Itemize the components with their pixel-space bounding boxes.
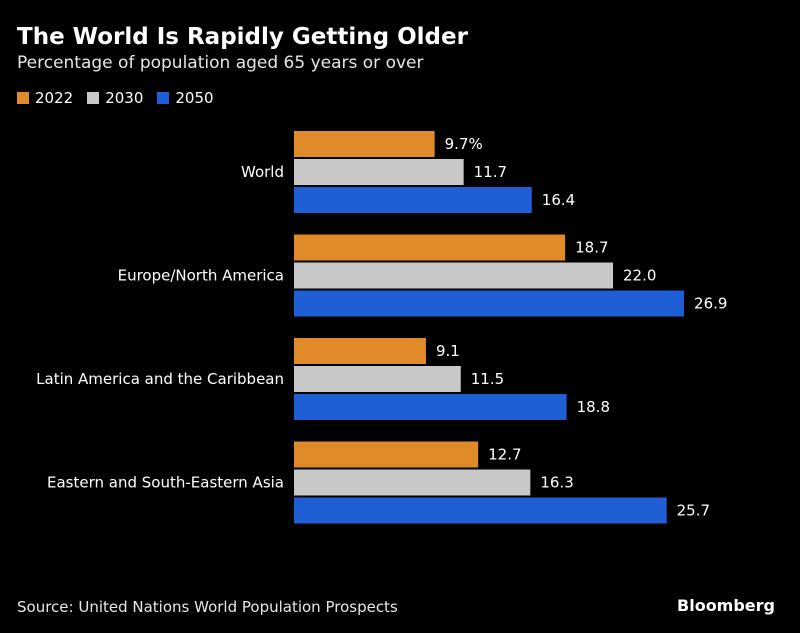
data-label-latin-america-and-the-caribbean-2050: 18.8 (577, 398, 610, 416)
data-label-world-2022: 9.7% (445, 135, 483, 153)
category-label-latin-america-and-the-caribbean: Latin America and the Caribbean (36, 370, 284, 388)
data-label-world-2050: 16.4 (542, 191, 575, 209)
bar-eastern-and-south-eastern-asia-2022 (294, 441, 479, 468)
legend-item-2030: 2030 (87, 89, 143, 107)
chart-title: The World Is Rapidly Getting Older (17, 24, 468, 50)
bar-latin-america-and-the-caribbean-2050 (294, 394, 567, 420)
bar-world-2030 (294, 159, 464, 185)
brand-logo: Bloomberg (677, 596, 775, 615)
legend-swatch-2030 (87, 92, 100, 104)
category-label-europe-north-america: Europe/North America (118, 267, 284, 285)
legend-label-2050: 2050 (175, 89, 214, 107)
category-label-eastern-and-south-eastern-asia: Eastern and South-Eastern Asia (47, 474, 284, 492)
bar-latin-america-and-the-caribbean-2022 (294, 338, 426, 364)
data-label-europe-north-america-2050: 26.9 (694, 295, 727, 313)
bar-europe-north-america-2050 (294, 290, 685, 317)
legend-item-2022: 2022 (17, 89, 73, 107)
bar-europe-north-america-2030 (294, 262, 613, 289)
legend-label-2022: 2022 (35, 89, 74, 107)
data-label-eastern-and-south-eastern-asia-2022: 12.7 (488, 446, 521, 464)
data-label-latin-america-and-the-caribbean-2022: 9.1 (436, 342, 460, 360)
data-label-latin-america-and-the-caribbean-2030: 11.5 (471, 370, 504, 388)
legend-item-2050: 2050 (157, 89, 214, 107)
source-note: Source: United Nations World Population … (17, 598, 398, 616)
legend-swatch-2050 (157, 92, 170, 104)
legend-label-2030: 2030 (105, 89, 144, 107)
bar-europe-north-america-2022 (294, 234, 566, 261)
chart-subtitle: Percentage of population aged 65 years o… (17, 53, 424, 73)
data-label-eastern-and-south-eastern-asia-2050: 25.7 (677, 502, 710, 520)
bar-world-2022 (294, 131, 435, 157)
legend: 2022 2030 2050 (17, 89, 214, 107)
legend-swatch-2022 (17, 92, 29, 104)
data-label-europe-north-america-2022: 18.7 (575, 239, 608, 257)
data-label-europe-north-america-2030: 22.0 (623, 267, 656, 285)
bar-eastern-and-south-eastern-asia-2050 (294, 497, 667, 524)
data-label-world-2030: 11.7 (474, 163, 507, 181)
bar-latin-america-and-the-caribbean-2030 (294, 366, 461, 392)
bar-eastern-and-south-eastern-asia-2030 (294, 469, 531, 496)
data-label-eastern-and-south-eastern-asia-2030: 16.3 (540, 474, 573, 492)
category-label-world: World (241, 163, 284, 181)
bar-world-2050 (294, 187, 532, 213)
